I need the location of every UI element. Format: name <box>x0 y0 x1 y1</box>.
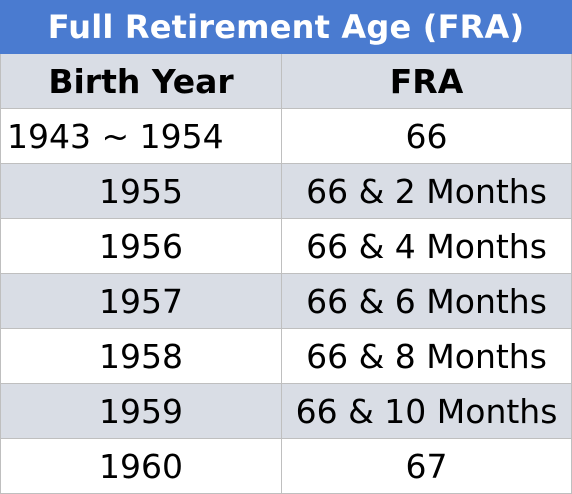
cell-fra: 66 & 6 Months <box>280 273 572 329</box>
cell-fra: 66 & 10 Months <box>280 383 572 439</box>
cell-birth-year: 1955 <box>0 163 282 219</box>
table-row: 1960 67 <box>0 438 572 494</box>
column-header-birth-year: Birth Year <box>0 53 282 109</box>
cell-fra: 66 & 8 Months <box>280 328 572 384</box>
cell-fra: 66 <box>280 108 572 164</box>
cell-birth-year: 1943 ~ 1954 <box>0 108 282 164</box>
cell-birth-year: 1956 <box>0 218 282 274</box>
cell-birth-year: 1958 <box>0 328 282 384</box>
cell-fra: 66 & 2 Months <box>280 163 572 219</box>
title-row: Full Retirement Age (FRA) <box>0 0 572 54</box>
cell-fra: 66 & 4 Months <box>280 218 572 274</box>
table-row: 1955 66 & 2 Months <box>0 163 572 219</box>
table-row: 1958 66 & 8 Months <box>0 328 572 384</box>
header-row: Birth Year FRA <box>0 53 572 109</box>
table-row: 1956 66 & 4 Months <box>0 218 572 274</box>
column-header-fra: FRA <box>280 53 572 109</box>
table-row: 1957 66 & 6 Months <box>0 273 572 329</box>
table-row: 1943 ~ 1954 66 <box>0 108 572 164</box>
cell-fra: 67 <box>280 438 572 494</box>
cell-birth-year: 1960 <box>0 438 282 494</box>
table-row: 1959 66 & 10 Months <box>0 383 572 439</box>
table-title: Full Retirement Age (FRA) <box>0 0 572 54</box>
cell-birth-year: 1957 <box>0 273 282 329</box>
cell-birth-year: 1959 <box>0 383 282 439</box>
